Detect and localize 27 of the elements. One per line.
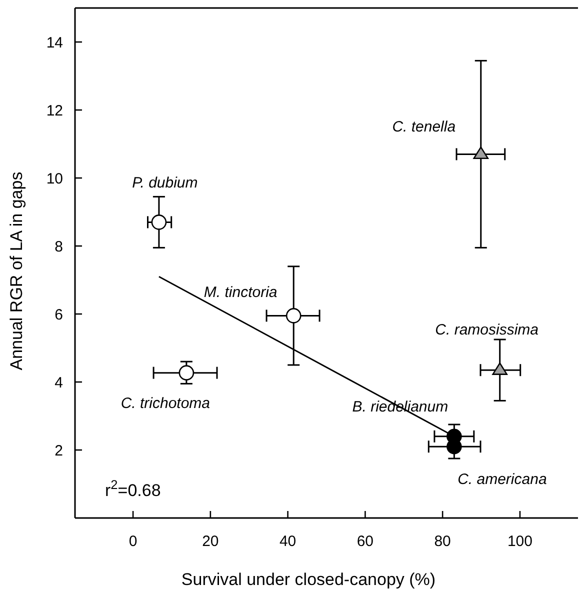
point <box>178 365 194 380</box>
x-tick-label: 100 <box>507 533 532 550</box>
annotation: C. ramosissima <box>435 321 539 338</box>
annotation: P. dubium <box>132 174 198 192</box>
annotation: C. trichotoma <box>120 395 210 412</box>
x-axis-title: Survival under closed-canopy (%) <box>181 570 436 589</box>
annotation: C. tenella <box>392 118 456 136</box>
y-tick-label: 8 <box>54 238 63 256</box>
x-tick-label: 80 <box>434 533 451 550</box>
annotation: M. tinctoria <box>204 284 278 301</box>
point <box>473 146 489 160</box>
y-tick-label: 6 <box>54 306 63 324</box>
x-tick-label: 60 <box>356 533 374 550</box>
y-tick-label: 14 <box>46 34 63 52</box>
annotation: C. americana <box>458 470 547 488</box>
point <box>286 308 302 324</box>
annotation: r$^{2}$=0.68 <box>105 476 161 500</box>
y-tick-label: 4 <box>54 374 63 392</box>
y-axis-title: Annual RGR of LA in gaps <box>7 172 26 370</box>
x-tick-label: 40 <box>279 533 296 550</box>
point <box>151 214 167 230</box>
y-tick-label: 2 <box>54 442 63 460</box>
y-tick-label: 10 <box>46 170 63 188</box>
point <box>492 362 508 375</box>
x-tick-label: 20 <box>202 533 219 550</box>
y-tick-label: 12 <box>46 102 63 120</box>
x-tick-label: 0 <box>128 533 138 550</box>
